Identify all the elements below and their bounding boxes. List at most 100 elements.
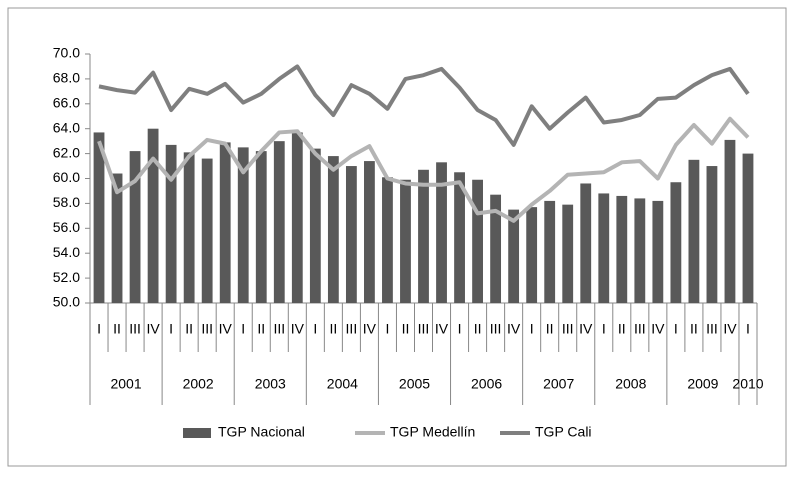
bar — [436, 162, 447, 303]
x-tick-label: III — [562, 321, 574, 337]
x-tick-label: I — [97, 321, 101, 337]
y-tick-label: 52.0 — [53, 269, 80, 285]
bar — [706, 166, 718, 303]
year-label: 2002 — [183, 376, 214, 392]
bar — [598, 193, 610, 303]
bar — [291, 132, 303, 303]
bar — [382, 177, 393, 303]
x-tick-label: IV — [291, 321, 305, 337]
x-tick-label: I — [674, 321, 678, 337]
x-tick-label: II — [257, 321, 265, 337]
x-tick-label: IV — [146, 321, 160, 337]
bar — [129, 151, 141, 303]
bar — [345, 166, 357, 303]
legend-label: TGP Medellín — [390, 424, 475, 440]
bar — [201, 158, 213, 303]
chart-frame — [7, 7, 787, 467]
bar — [309, 148, 321, 303]
x-tick-label: III — [129, 321, 141, 337]
year-label: 2001 — [110, 376, 141, 392]
bar — [580, 183, 592, 303]
year-label: 2007 — [543, 376, 574, 392]
line — [97, 116, 750, 223]
year-label: 2003 — [255, 376, 286, 392]
x-tick-label: III — [706, 321, 718, 337]
x-tick-label: IV — [363, 321, 377, 337]
x-tick-label: IV — [579, 321, 593, 337]
year-label: 2006 — [471, 376, 502, 392]
bar — [724, 139, 736, 303]
bar — [273, 141, 285, 303]
x-tick-label: II — [690, 321, 698, 337]
x-tick-label: II — [185, 321, 193, 337]
bar — [400, 179, 411, 303]
x-tick-label: I — [746, 321, 750, 337]
x-tick-label: I — [169, 321, 173, 337]
bar — [454, 172, 465, 303]
year-label: 2010 — [732, 376, 763, 392]
x-tick-label: IV — [435, 321, 449, 337]
y-tick-label: 58.0 — [53, 194, 80, 210]
bar — [111, 173, 123, 303]
bar — [670, 182, 682, 303]
x-tick-label: II — [113, 321, 121, 337]
x-tick-label: III — [273, 321, 285, 337]
bar — [526, 207, 538, 303]
x-tick-label: I — [458, 321, 462, 337]
bar — [472, 179, 483, 303]
x-tick-label: III — [418, 321, 430, 337]
legend-label: TGP Cali — [535, 424, 592, 440]
year-label: 2004 — [327, 376, 358, 392]
bar — [652, 200, 664, 303]
x-tick-label: III — [201, 321, 213, 337]
line — [98, 64, 750, 147]
bar — [544, 200, 556, 303]
y-tick-label: 54.0 — [53, 244, 80, 260]
y-tick-label: 60.0 — [53, 169, 80, 185]
x-tick-label: I — [313, 321, 317, 337]
bar — [327, 156, 339, 303]
x-tick-label: IV — [219, 321, 233, 337]
bar — [364, 161, 375, 303]
x-tick-label: III — [634, 321, 646, 337]
bar — [562, 204, 574, 303]
bar — [165, 144, 177, 303]
bar — [490, 194, 502, 303]
x-tick-label: I — [602, 321, 606, 337]
y-tick-label: 50.0 — [53, 294, 80, 310]
bar — [255, 151, 267, 303]
x-tick-label: II — [402, 321, 410, 337]
bar — [742, 153, 754, 303]
bar — [616, 195, 628, 303]
bar — [418, 169, 429, 303]
bar — [93, 132, 105, 303]
legend-swatch — [183, 428, 211, 438]
bar — [688, 159, 700, 303]
y-tick-label: 70.0 — [53, 45, 80, 61]
bar — [508, 209, 520, 303]
x-tick-label: I — [530, 321, 534, 337]
year-label: 2005 — [399, 376, 430, 392]
y-tick-label: 62.0 — [53, 144, 80, 160]
x-tick-label: IV — [723, 321, 737, 337]
y-tick-label: 56.0 — [53, 219, 80, 235]
bar — [634, 198, 646, 303]
bar — [183, 152, 195, 303]
x-tick-label: II — [474, 321, 482, 337]
x-tick-label: I — [241, 321, 245, 337]
y-tick-label: 68.0 — [53, 70, 80, 86]
bar — [147, 128, 159, 303]
y-tick-label: 66.0 — [53, 95, 80, 111]
legend-label: TGP Nacional — [218, 424, 305, 440]
x-tick-label: II — [618, 321, 626, 337]
year-label: 2009 — [687, 376, 718, 392]
bar — [237, 147, 249, 303]
x-tick-label: III — [346, 321, 358, 337]
x-tick-label: IV — [651, 321, 665, 337]
x-tick-label: II — [329, 321, 337, 337]
y-tick-label: 64.0 — [53, 119, 80, 135]
year-label: 2008 — [615, 376, 646, 392]
bar — [219, 142, 231, 303]
